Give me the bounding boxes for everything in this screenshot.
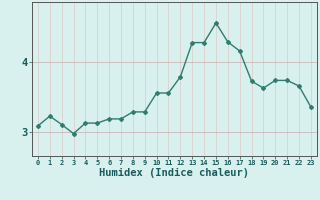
X-axis label: Humidex (Indice chaleur): Humidex (Indice chaleur) (100, 168, 249, 178)
